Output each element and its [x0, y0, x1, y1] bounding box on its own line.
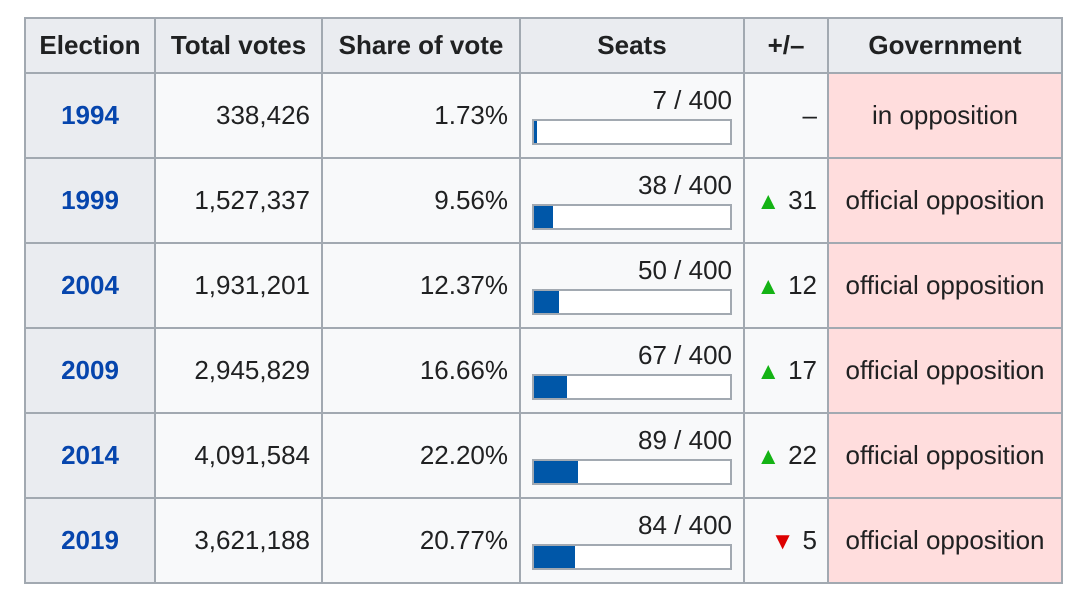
- election-year-link[interactable]: 2014: [61, 440, 119, 470]
- election-year-cell: 2004: [24, 242, 156, 329]
- seats-cell: 84 / 400: [519, 497, 745, 584]
- seat-change-value: 17: [788, 355, 817, 385]
- vote-share-cell: 1.73%: [321, 72, 521, 159]
- vote-share-cell: 12.37%: [321, 242, 521, 329]
- total-votes-cell: 4,091,584: [154, 412, 323, 499]
- decrease-triangle-icon: ▼: [770, 528, 795, 555]
- header-government[interactable]: Government: [827, 17, 1063, 74]
- header-seat-change[interactable]: +/–: [743, 17, 829, 74]
- election-year-cell: 2009: [24, 327, 156, 414]
- total-votes-cell: 2,945,829: [154, 327, 323, 414]
- header-election[interactable]: Election: [24, 17, 156, 74]
- election-year-cell: 1994: [24, 72, 156, 159]
- table-row: 2014 4,091,584 22.20% 89 / 400 ▲ 22 official o…: [24, 412, 1063, 499]
- seats-bar: [532, 203, 732, 230]
- vote-share-cell: 9.56%: [321, 157, 521, 244]
- table-row: 1999 1,527,337 9.56% 38 / 400 ▲ 31 official op…: [24, 157, 1063, 244]
- seats-bar-fill: [534, 375, 567, 398]
- seat-change-value: 31: [788, 185, 817, 215]
- seat-change-cell: ▲ 31: [743, 157, 829, 244]
- seat-change-cell: ▼ 5: [743, 497, 829, 584]
- seat-change-cell: ▲ 12: [743, 242, 829, 329]
- seats-bar: [532, 373, 732, 400]
- seats-label: 84 / 400: [638, 509, 732, 540]
- election-year-link[interactable]: 2009: [61, 355, 119, 385]
- increase-triangle-icon: ▲: [756, 443, 781, 470]
- seat-change-cell: ▲ 22: [743, 412, 829, 499]
- table-row: 1994 338,426 1.73% 7 / 400 – in opposition: [24, 72, 1063, 159]
- seat-change-value: 12: [788, 270, 817, 300]
- vote-share-cell: 22.20%: [321, 412, 521, 499]
- seats-cell: 50 / 400: [519, 242, 745, 329]
- seats-bar-fill: [534, 460, 578, 483]
- election-year-cell: 2014: [24, 412, 156, 499]
- seats-bar-fill: [534, 290, 559, 313]
- election-year-link[interactable]: 1999: [61, 185, 119, 215]
- header-total-votes[interactable]: Total votes: [154, 17, 323, 74]
- election-year-cell: 2019: [24, 497, 156, 584]
- seat-change-cell: ▲ 17: [743, 327, 829, 414]
- seat-change-value: 22: [788, 440, 817, 470]
- total-votes-cell: 1,527,337: [154, 157, 323, 244]
- election-year-cell: 1999: [24, 157, 156, 244]
- header-seats[interactable]: Seats: [519, 17, 745, 74]
- government-status-cell: official opposition: [827, 242, 1063, 329]
- seats-bar-fill: [534, 205, 553, 228]
- vote-share-cell: 20.77%: [321, 497, 521, 584]
- government-status-cell: official opposition: [827, 157, 1063, 244]
- total-votes-cell: 1,931,201: [154, 242, 323, 329]
- total-votes-cell: 338,426: [154, 72, 323, 159]
- seats-label: 89 / 400: [638, 424, 732, 455]
- government-status-cell: in opposition: [827, 72, 1063, 159]
- increase-triangle-icon: ▲: [756, 273, 781, 300]
- seats-cell: 67 / 400: [519, 327, 745, 414]
- seat-change-value: –: [802, 100, 817, 130]
- table-row: 2019 3,621,188 20.77% 84 / 400 ▼ 5 official op…: [24, 497, 1063, 584]
- total-votes-cell: 3,621,188: [154, 497, 323, 584]
- seats-bar-fill: [534, 120, 538, 143]
- header-share-of-vote[interactable]: Share of vote: [321, 17, 521, 74]
- government-status-cell: official opposition: [827, 497, 1063, 584]
- seats-bar: [532, 118, 732, 145]
- seats-label: 7 / 400: [652, 84, 732, 115]
- seats-cell: 7 / 400: [519, 72, 745, 159]
- seats-bar: [532, 543, 732, 570]
- seats-label: 50 / 400: [638, 254, 732, 285]
- table-row: 2004 1,931,201 12.37% 50 / 400 ▲ 12 official o…: [24, 242, 1063, 329]
- seat-change-value: 5: [802, 525, 817, 555]
- seats-label: 38 / 400: [638, 169, 732, 200]
- seats-cell: 89 / 400: [519, 412, 745, 499]
- table-row: 2009 2,945,829 16.66% 67 / 400 ▲ 17 official o…: [24, 327, 1063, 414]
- header-row: Election Total votes Share of vote Seats…: [24, 17, 1063, 74]
- increase-triangle-icon: ▲: [756, 358, 781, 385]
- seats-label: 67 / 400: [638, 339, 732, 370]
- government-status-cell: official opposition: [827, 327, 1063, 414]
- seats-cell: 38 / 400: [519, 157, 745, 244]
- increase-triangle-icon: ▲: [756, 188, 781, 215]
- election-year-link[interactable]: 1994: [61, 100, 119, 130]
- seat-change-cell: –: [743, 72, 829, 159]
- election-year-link[interactable]: 2004: [61, 270, 119, 300]
- election-year-link[interactable]: 2019: [61, 525, 119, 555]
- vote-share-cell: 16.66%: [321, 327, 521, 414]
- seats-bar: [532, 458, 732, 485]
- seats-bar-fill: [534, 545, 576, 568]
- election-results-table: Election Total votes Share of vote Seats…: [24, 17, 1063, 584]
- seats-bar: [532, 288, 732, 315]
- government-status-cell: official opposition: [827, 412, 1063, 499]
